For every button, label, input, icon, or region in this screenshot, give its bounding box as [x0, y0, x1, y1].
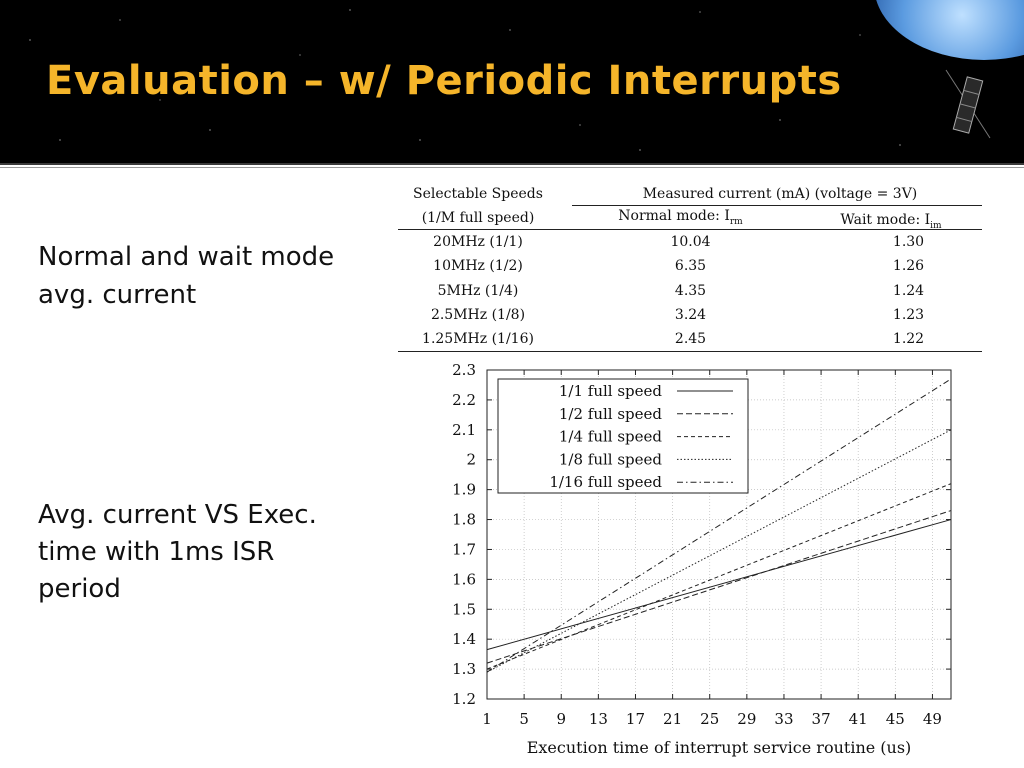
legend-label: 1/16 full speed — [549, 473, 662, 491]
legend-label: 1/8 full speed — [559, 450, 663, 468]
table-cell-speed: 20MHz (1/1) — [433, 234, 523, 250]
slide-title: Evaluation – w/ Periodic Interrupts — [46, 58, 842, 104]
title-banner: Evaluation – w/ Periodic Interrupts — [0, 0, 1024, 163]
x-tick-label: 33 — [774, 710, 793, 728]
y-tick-label: 1.5 — [452, 600, 476, 618]
table-header-normal: Normal mode: Irm — [588, 208, 773, 227]
wait-sub: im — [930, 220, 942, 231]
legend-label: 1/4 full speed — [559, 428, 663, 446]
table-cell-normal: 6.35 — [674, 258, 707, 274]
table-cell-wait: 1.26 — [892, 258, 925, 274]
y-tick-label: 2.2 — [452, 391, 476, 409]
y-tick-label: 2.1 — [452, 421, 476, 439]
x-tick-label: 17 — [626, 710, 645, 728]
table-cell-speed: 2.5MHz (1/8) — [430, 307, 526, 323]
x-tick-label: 29 — [737, 710, 756, 728]
series-line-1 — [486, 519, 952, 651]
table-cell-wait: 1.30 — [892, 234, 925, 250]
x-tick-label: 13 — [589, 710, 608, 728]
normal-sub: rm — [729, 216, 743, 227]
header-divider — [0, 163, 1024, 165]
table-rule-mid — [572, 205, 982, 206]
y-tick-label: 1.2 — [452, 690, 476, 708]
table-cell-wait: 1.23 — [892, 307, 925, 323]
plot-frame — [486, 369, 952, 700]
legend-label: 1/2 full speed — [559, 405, 663, 423]
x-tick-label: 41 — [849, 710, 868, 728]
x-tick-label: 21 — [663, 710, 682, 728]
current-vs-exec-chart: 1 5 9 13 17 21 25 29 33 37 41 45 49 1.2 1.3 1.4 1.5 1.6 1.… — [452, 361, 952, 757]
x-tick-label: 1 — [482, 710, 492, 728]
legend-label: 1/1 full speed — [559, 382, 663, 400]
table-cell-wait: 1.22 — [892, 331, 925, 347]
table-cell-normal: 10.04 — [670, 234, 711, 250]
x-tick-label: 25 — [700, 710, 719, 728]
table-rule-bottom — [398, 351, 982, 352]
bullet-avg-current-vs-exec: Avg. current VS Exec. time with 1ms ISR … — [38, 500, 317, 604]
y-tick-label: 1.6 — [452, 570, 476, 588]
bullet-normal-wait: Normal and wait mode avg. current — [38, 242, 335, 310]
satellite-icon — [945, 69, 991, 139]
series-line-2 — [486, 510, 952, 664]
x-tick-label: 37 — [812, 710, 831, 728]
x-tick-label: 9 — [556, 710, 566, 728]
table-cell-speed: 1.25MHz (1/16) — [422, 331, 534, 347]
normal-label: Normal mode: I — [618, 208, 730, 224]
series-line-5 — [486, 378, 952, 673]
y-tick-label: 1.8 — [452, 511, 476, 529]
table-cell-wait: 1.24 — [892, 283, 925, 299]
y-tick-label: 2 — [466, 451, 476, 469]
y-tick-label: 1.7 — [452, 540, 476, 558]
table-cell-normal: 4.35 — [674, 283, 707, 299]
x-tick-label: 45 — [886, 710, 905, 728]
legend-box — [497, 378, 749, 494]
wait-label: Wait mode: I — [840, 212, 931, 228]
x-tick-label: 49 — [923, 710, 942, 728]
x-axis-label: Execution time of interrupt service rout… — [527, 738, 912, 757]
table-cell-speed: 10MHz (1/2) — [433, 258, 523, 274]
y-tick-label: 1.9 — [452, 481, 476, 499]
x-tick-label: 5 — [519, 710, 529, 728]
table-header-speeds: Selectable Speeds — [413, 186, 543, 202]
table-cell-normal: 2.45 — [674, 331, 707, 347]
header-divider-thin — [0, 167, 1024, 168]
table-rule-header — [398, 229, 982, 230]
y-tick-label: 2.3 — [452, 361, 476, 379]
table-header-measured: Measured current (mA) (voltage = 3V) — [642, 186, 918, 202]
table-cell-normal: 3.24 — [674, 307, 707, 323]
table-header-wait: Wait mode: Iim — [796, 212, 986, 231]
series-line-3 — [486, 483, 952, 670]
table-header-speeds-unit: (1/M full speed) — [421, 210, 535, 226]
star-field — [0, 0, 1024, 163]
table-cell-speed: 5MHz (1/4) — [437, 283, 519, 299]
y-tick-label: 1.3 — [452, 660, 476, 678]
y-tick-label: 1.4 — [452, 630, 476, 648]
